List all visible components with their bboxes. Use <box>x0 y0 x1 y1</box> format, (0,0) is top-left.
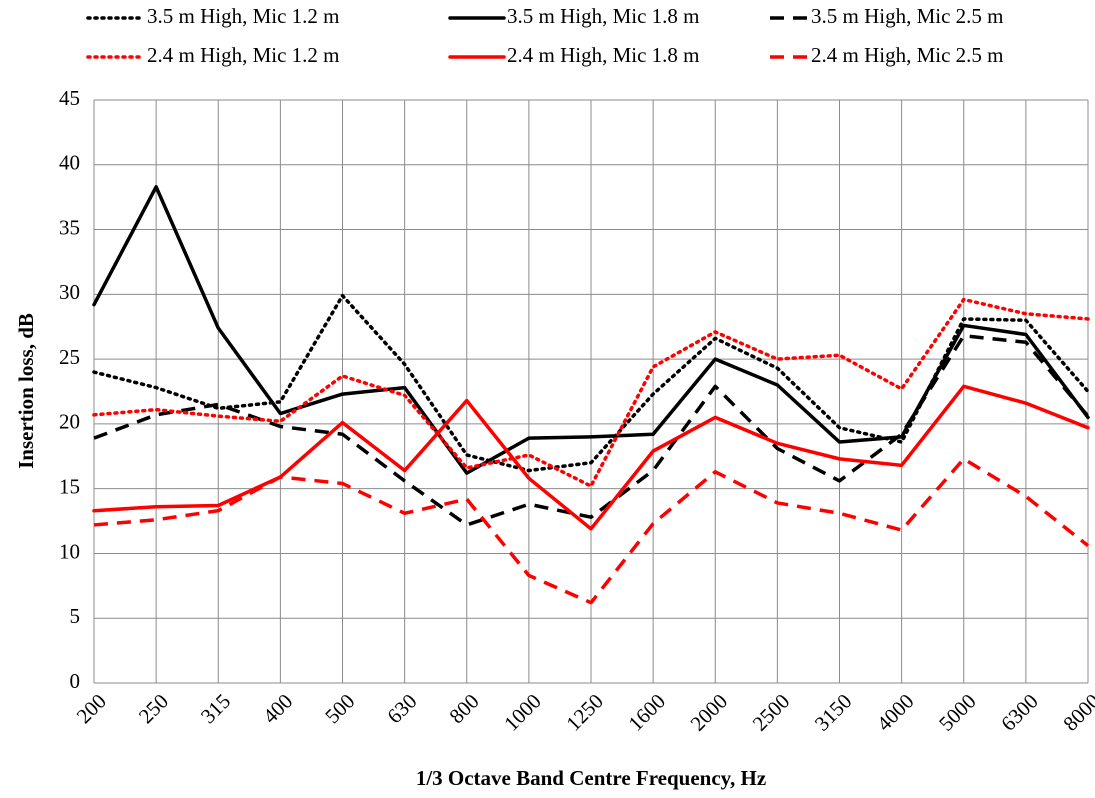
legend-label: 3.5 m High, Mic 1.8 m <box>507 4 700 28</box>
legend-label: 3.5 m High, Mic 1.2 m <box>147 4 340 28</box>
x-tick-label: 8000 <box>1058 689 1095 736</box>
x-tick-label: 250 <box>134 689 173 728</box>
x-tick-label: 315 <box>196 689 235 728</box>
x-tick-label: 400 <box>258 689 297 728</box>
x-tick-label: 2500 <box>748 689 795 736</box>
legend-label: 3.5 m High, Mic 2.5 m <box>811 4 1004 28</box>
x-tick-label: 2000 <box>686 689 733 736</box>
legend-label: 2.4 m High, Mic 2.5 m <box>811 43 1004 67</box>
x-tick-label: 630 <box>382 689 421 728</box>
x-tick-label: 4000 <box>872 689 919 736</box>
y-tick-label: 35 <box>59 215 80 239</box>
x-tick-label: 1600 <box>623 689 670 736</box>
x-tick-label: 800 <box>444 689 483 728</box>
x-tick-label: 5000 <box>934 689 981 736</box>
y-tick-label: 5 <box>70 604 81 628</box>
x-axis-label: 1/3 Octave Band Centre Frequency, Hz <box>416 766 766 790</box>
series-line <box>93 457 1090 605</box>
x-tick-label: 1000 <box>499 689 546 736</box>
y-tick-label: 10 <box>59 539 80 563</box>
y-tick-label: 45 <box>59 86 80 110</box>
y-tick-label: 25 <box>59 345 80 369</box>
legend-label: 2.4 m High, Mic 1.8 m <box>507 43 700 67</box>
x-tick-label: 500 <box>320 689 359 728</box>
series-line <box>92 297 1090 488</box>
x-tick-label: 1250 <box>561 689 608 736</box>
x-tick-label: 200 <box>72 689 111 728</box>
x-tick-label: 6300 <box>996 689 1043 736</box>
y-tick-label: 0 <box>70 669 81 693</box>
y-tick-label: 40 <box>59 151 80 175</box>
y-axis-label: Insertion loss, dB <box>14 313 38 469</box>
x-tick-label: 3150 <box>810 689 857 736</box>
y-tick-label: 15 <box>59 474 80 498</box>
legend-label: 2.4 m High, Mic 1.2 m <box>147 43 340 67</box>
y-tick-label: 30 <box>59 280 80 304</box>
y-tick-label: 20 <box>59 410 80 434</box>
